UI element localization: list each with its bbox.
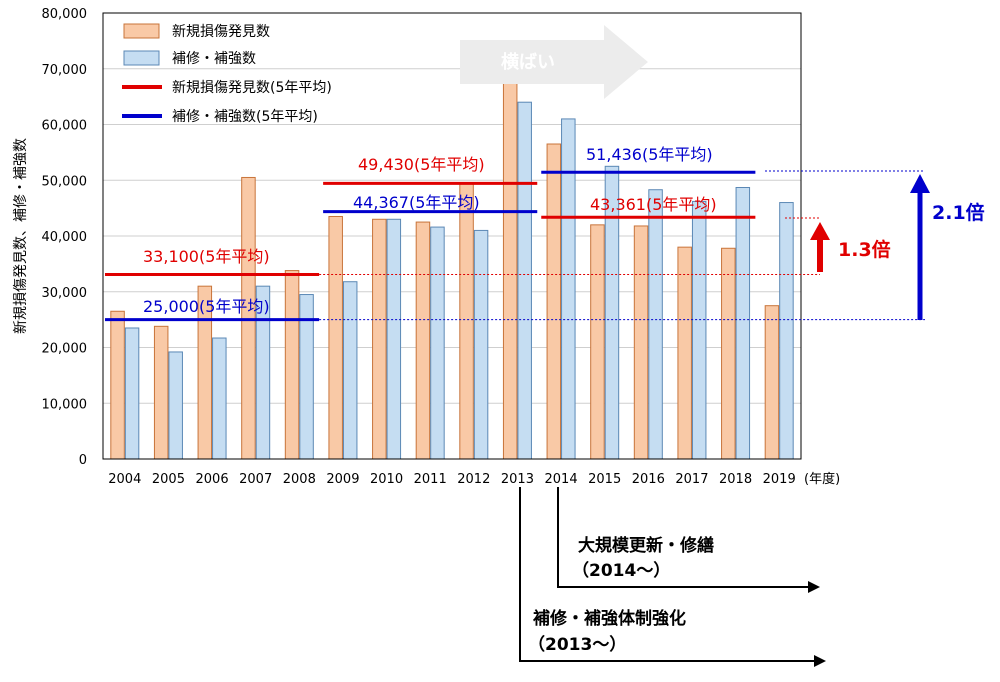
event1-arrow-head — [808, 581, 820, 593]
event2-title: 補修・補強体制強化 — [532, 608, 686, 629]
x-axis-unit: (年度) — [804, 471, 840, 487]
legend-label: 補修・補強数 — [172, 51, 256, 67]
bar-repair-2009 — [342, 281, 358, 460]
bar-repair-2017 — [691, 200, 707, 460]
bars — [110, 82, 794, 460]
x-tick-label: 2010 — [370, 472, 403, 487]
y-tick-label: 50,000 — [42, 174, 88, 189]
bar-repair-2019 — [779, 202, 794, 460]
x-tick-label: 2005 — [152, 472, 185, 487]
avg-label: 33,100(5年平均) — [143, 247, 270, 266]
x-tick-label: 2007 — [239, 472, 272, 487]
x-tick-label: 2016 — [632, 472, 665, 487]
flat-arrow-shape — [460, 25, 648, 99]
bar-new-damage-2013 — [502, 82, 518, 460]
avg-label: 51,436(5年平均) — [586, 145, 713, 164]
bar-new-damage-2005 — [153, 325, 169, 460]
x-tick-label: 2009 — [326, 472, 359, 487]
bar-repair-2006 — [212, 337, 227, 460]
x-tick-label: 2004 — [108, 472, 141, 487]
event2-period: （2013～） — [528, 634, 626, 655]
flat-arrow: 横ばい — [460, 25, 648, 99]
x-tick-label: 2011 — [414, 472, 447, 487]
y-axis-ticks: 0 10,000 20,000 30,000 40,000 50,000 60,000 70,… — [42, 7, 88, 468]
ratio-blue-arrow-head — [910, 174, 930, 193]
bar-new-damage-2008 — [284, 270, 300, 460]
x-axis-ticks: 2004 2005 2006 2007 2008 2009 2010 2011 2012 2013… — [108, 472, 795, 487]
legend-label: 新規損傷発見数(5年平均) — [172, 80, 332, 96]
ratio-red-label: 1.3倍 — [838, 238, 891, 261]
ratio-blue-label: 2.1倍 — [932, 201, 985, 224]
x-tick-label: 2012 — [457, 472, 490, 487]
avg-label: 25,000(5年平均) — [143, 297, 270, 316]
event2-arrow-line — [519, 487, 816, 662]
ratio-red-arrow-head — [810, 222, 830, 240]
bar-new-damage-2017 — [677, 246, 692, 460]
bar-repair-2014 — [561, 118, 576, 460]
event1-arrow-line — [557, 487, 810, 588]
legend-label: 新規損傷発見数 — [172, 24, 270, 40]
y-tick-label: 40,000 — [42, 230, 88, 245]
x-tick-label: 2006 — [196, 472, 229, 487]
bar-new-damage-2019 — [764, 305, 780, 460]
bar-new-damage-2010 — [372, 218, 387, 460]
bar-repair-2013 — [517, 101, 532, 460]
bar-repair-2018 — [735, 186, 751, 460]
y-tick-label: 30,000 — [42, 286, 88, 301]
bar-repair-2004 — [124, 327, 140, 460]
avg-label: 43,361(5年平均) — [590, 195, 717, 214]
y-tick-label: 20,000 — [42, 342, 88, 357]
bar-new-damage-2009 — [328, 215, 343, 460]
y-tick-label: 70,000 — [42, 63, 88, 78]
bar-new-damage-2004 — [110, 310, 125, 460]
bar-new-damage-2014 — [546, 143, 562, 460]
bar-new-damage-2012 — [459, 182, 474, 460]
legend-label: 補修・補強数(5年平均) — [172, 109, 318, 125]
bar-new-damage-2015 — [590, 224, 605, 460]
y-axis-label: 新規損傷発見数、補修・補強数 — [13, 138, 29, 334]
event1-period: （2014～） — [572, 560, 670, 581]
bar-repair-2011 — [430, 226, 445, 460]
bar-new-damage-2018 — [721, 247, 736, 460]
bar-new-damage-2016 — [633, 225, 649, 460]
x-tick-label: 2015 — [588, 472, 621, 487]
flat-arrow-label: 横ばい — [501, 51, 555, 73]
bar-new-damage-2011 — [415, 221, 431, 460]
event2-arrow-head — [814, 655, 826, 667]
plot-area-frame — [102, 12, 802, 460]
x-tick-label: 2013 — [501, 472, 534, 487]
avg-label: 44,367(5年平均) — [353, 193, 480, 212]
y-tick-label: 0 — [79, 453, 87, 468]
x-tick-label: 2017 — [675, 472, 708, 487]
x-tick-label: 2008 — [283, 472, 316, 487]
legend-swatch-bar — [123, 50, 160, 66]
y-tick-label: 10,000 — [42, 397, 88, 412]
bar-repair-2010 — [386, 218, 402, 460]
event1-title: 大規模更新・修繕 — [578, 535, 714, 556]
x-tick-label: 2014 — [545, 472, 578, 487]
x-tick-label: 2019 — [763, 472, 796, 487]
timeline-annotations: 大規模更新・修繕 （2014～） 補修・補強体制強化 （2013～） — [519, 487, 826, 667]
y-tick-label: 60,000 — [42, 119, 88, 134]
ratio-indicators: 1.3倍 2.1倍 — [765, 170, 985, 320]
bar-repair-2005 — [168, 351, 183, 460]
bar-repair-2012 — [473, 229, 489, 460]
five-year-averages: 33,100(5年平均) 25,000(5年平均) 49,430(5年平均) 44,3… — [105, 145, 925, 322]
legend-swatch-bar — [123, 23, 160, 39]
x-tick-label: 2018 — [719, 472, 752, 487]
bar-repair-2016 — [648, 189, 663, 460]
y-tick-label: 80,000 — [42, 7, 88, 22]
avg-label: 49,430(5年平均) — [358, 155, 485, 174]
